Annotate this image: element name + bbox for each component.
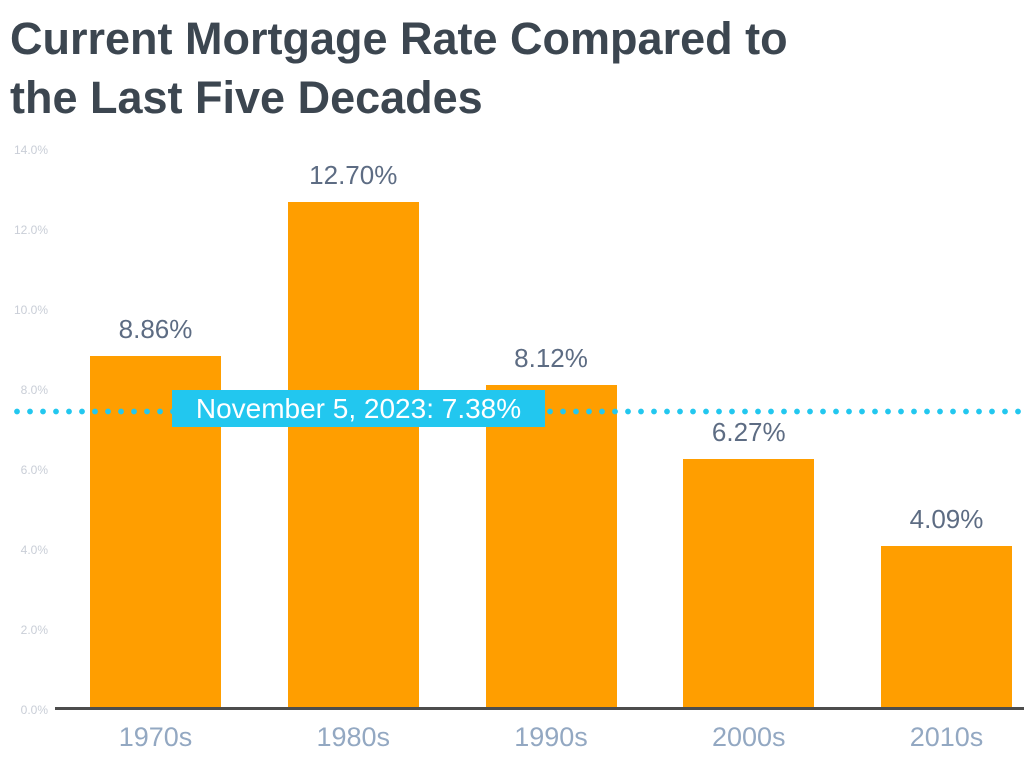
x-category-label: 1980s (316, 722, 391, 752)
chart-title-line-2: the Last Five Decades (10, 71, 483, 123)
y-tick-label: 10.0% (13, 303, 48, 317)
x-axis-line (55, 707, 1024, 710)
reference-label: November 5, 2023: 7.38% (172, 390, 545, 427)
chart-title-line-1: Current Mortgage Rate Compared to (10, 13, 788, 64)
bar-value-label: 12.70% (309, 160, 398, 190)
x-category-label: 2000s (711, 722, 786, 752)
y-tick-label: 2.0% (20, 623, 48, 637)
bar-1980s (287, 202, 419, 710)
y-tick-label: 6.0% (20, 463, 48, 477)
bar-value-label: 8.86% (118, 313, 193, 344)
x-category-label: 1990s (514, 722, 588, 752)
y-tick-label: 0.0% (20, 703, 48, 717)
bar-2010s (881, 546, 1012, 710)
bar-value-label: 8.12% (514, 343, 588, 374)
y-tick-label: 14.0% (13, 143, 48, 157)
y-tick-label: 12.0% (13, 223, 48, 237)
x-category-label: 1970s (118, 722, 193, 752)
y-tick-label: 4.0% (20, 543, 48, 557)
bar-value-label: 4.09% (909, 504, 984, 535)
bar-2000s (683, 459, 815, 710)
chart-title: Current Mortgage Rate Compared to the La… (10, 10, 990, 127)
reference-label-text: November 5, 2023: 7.38% (195, 392, 522, 424)
x-category-label: 2010s (909, 722, 984, 752)
y-tick-label: 8.0% (20, 383, 48, 397)
bar-1990s (485, 385, 617, 710)
bar-value-label: 6.27% (711, 417, 786, 448)
